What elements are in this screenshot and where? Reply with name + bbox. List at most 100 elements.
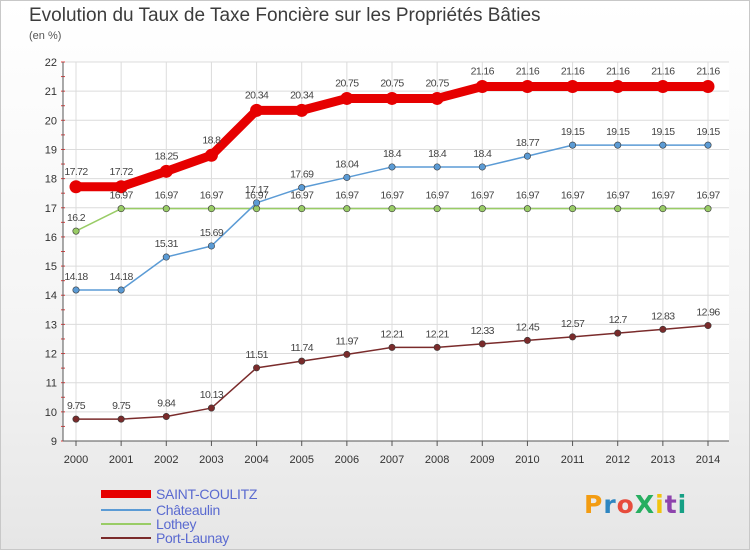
data-label: 18.4 xyxy=(473,148,492,160)
y-tick-label: 21 xyxy=(45,86,57,98)
data-label: 20.34 xyxy=(290,89,314,101)
data-label: 12.7 xyxy=(609,314,628,326)
data-point xyxy=(614,205,622,213)
data-point xyxy=(569,205,577,213)
data-point xyxy=(659,141,667,149)
data-point xyxy=(72,227,80,235)
data-point xyxy=(295,103,309,117)
data-point xyxy=(250,103,264,117)
data-label: 12.21 xyxy=(380,328,404,340)
plot-area xyxy=(63,62,729,441)
x-tick-label: 2010 xyxy=(515,454,539,466)
data-label: 9.75 xyxy=(112,400,131,412)
data-point xyxy=(478,163,486,171)
data-label: 17.72 xyxy=(64,166,88,178)
data-point xyxy=(478,205,486,213)
data-point xyxy=(207,242,215,250)
legend-swatch-saint-coulitz xyxy=(101,490,151,498)
data-label: 16.97 xyxy=(696,190,720,202)
data-point xyxy=(385,91,399,105)
data-label: 20.75 xyxy=(335,77,359,89)
y-tick-label: 19 xyxy=(45,144,57,156)
legend-label-lothey: Lothey xyxy=(156,516,197,532)
logo-letter: o xyxy=(616,490,635,519)
data-point xyxy=(659,325,667,333)
data-point xyxy=(343,173,351,181)
data-label: 19.15 xyxy=(696,126,720,138)
data-point xyxy=(569,333,577,341)
data-point xyxy=(614,329,622,337)
data-point xyxy=(478,340,486,348)
data-point xyxy=(298,205,306,213)
data-point xyxy=(69,180,83,194)
data-label: 19.15 xyxy=(651,126,675,138)
y-axis-unit-label: (en %) xyxy=(29,30,62,42)
data-label: 12.45 xyxy=(516,321,540,333)
data-point xyxy=(72,415,80,423)
data-point xyxy=(704,141,712,149)
data-point xyxy=(298,184,306,192)
data-point xyxy=(388,343,396,351)
data-point xyxy=(704,322,712,330)
y-tick-label: 20 xyxy=(45,115,57,127)
data-label: 16.97 xyxy=(200,190,224,202)
data-point xyxy=(523,336,531,344)
y-tick-label: 14 xyxy=(45,290,57,302)
data-label: 18.04 xyxy=(335,158,359,170)
data-label: 12.83 xyxy=(651,310,675,322)
x-tick-label: 2002 xyxy=(154,454,178,466)
data-label: 16.97 xyxy=(606,190,630,202)
legend-swatch-port-launay xyxy=(101,537,151,539)
data-point xyxy=(253,199,261,207)
data-point xyxy=(72,286,80,294)
data-label: 21.16 xyxy=(696,65,720,77)
data-label: 20.75 xyxy=(426,77,450,89)
data-label: 20.34 xyxy=(245,89,269,101)
data-point xyxy=(343,350,351,358)
legend-swatch-lothey xyxy=(101,523,151,525)
data-label: 17.72 xyxy=(110,166,134,178)
data-label: 18.8 xyxy=(202,134,221,146)
data-point xyxy=(704,205,712,213)
legend-label-chateaulin: Châteaulin xyxy=(156,502,220,518)
x-tick-label: 2001 xyxy=(109,454,133,466)
data-point xyxy=(433,205,441,213)
data-point xyxy=(162,253,170,261)
data-point xyxy=(162,205,170,213)
data-label: 11.97 xyxy=(336,335,359,347)
data-label: 18.4 xyxy=(428,148,447,160)
data-label: 19.15 xyxy=(606,126,630,138)
data-point xyxy=(659,205,667,213)
y-tick-label: 10 xyxy=(45,407,57,419)
data-point xyxy=(430,91,444,105)
data-label: 14.18 xyxy=(110,271,134,283)
logo-letter: t xyxy=(664,490,678,519)
x-tick-label: 2004 xyxy=(244,454,268,466)
data-point xyxy=(475,79,489,93)
chart-title: Evolution du Taux de Taxe Foncière sur l… xyxy=(29,5,541,26)
legend-item-port-launay: Port-Launay xyxy=(101,530,229,546)
y-tick-label: 17 xyxy=(45,203,57,215)
data-point xyxy=(207,404,215,412)
x-tick-label: 2011 xyxy=(561,454,585,466)
x-tick-label: 2014 xyxy=(696,454,720,466)
data-point xyxy=(298,357,306,365)
data-label: 18.77 xyxy=(516,137,540,149)
legend-label-saint-coulitz: SAINT-COULITZ xyxy=(156,486,258,502)
data-point xyxy=(117,415,125,423)
data-label: 12.96 xyxy=(696,307,720,319)
x-tick-label: 2005 xyxy=(289,454,313,466)
data-label: 16.97 xyxy=(155,190,179,202)
data-label: 16.97 xyxy=(426,190,450,202)
y-tick-label: 15 xyxy=(45,261,57,273)
data-point xyxy=(388,163,396,171)
data-label: 16.97 xyxy=(561,190,585,202)
data-label: 17.69 xyxy=(290,169,314,181)
data-point xyxy=(566,79,580,93)
data-label: 18.25 xyxy=(155,150,179,162)
x-tick-label: 2006 xyxy=(335,454,359,466)
legend-label-port-launay: Port-Launay xyxy=(156,530,229,546)
proxiti-logo: ProXiti xyxy=(584,490,687,519)
data-label: 12.33 xyxy=(471,325,495,337)
